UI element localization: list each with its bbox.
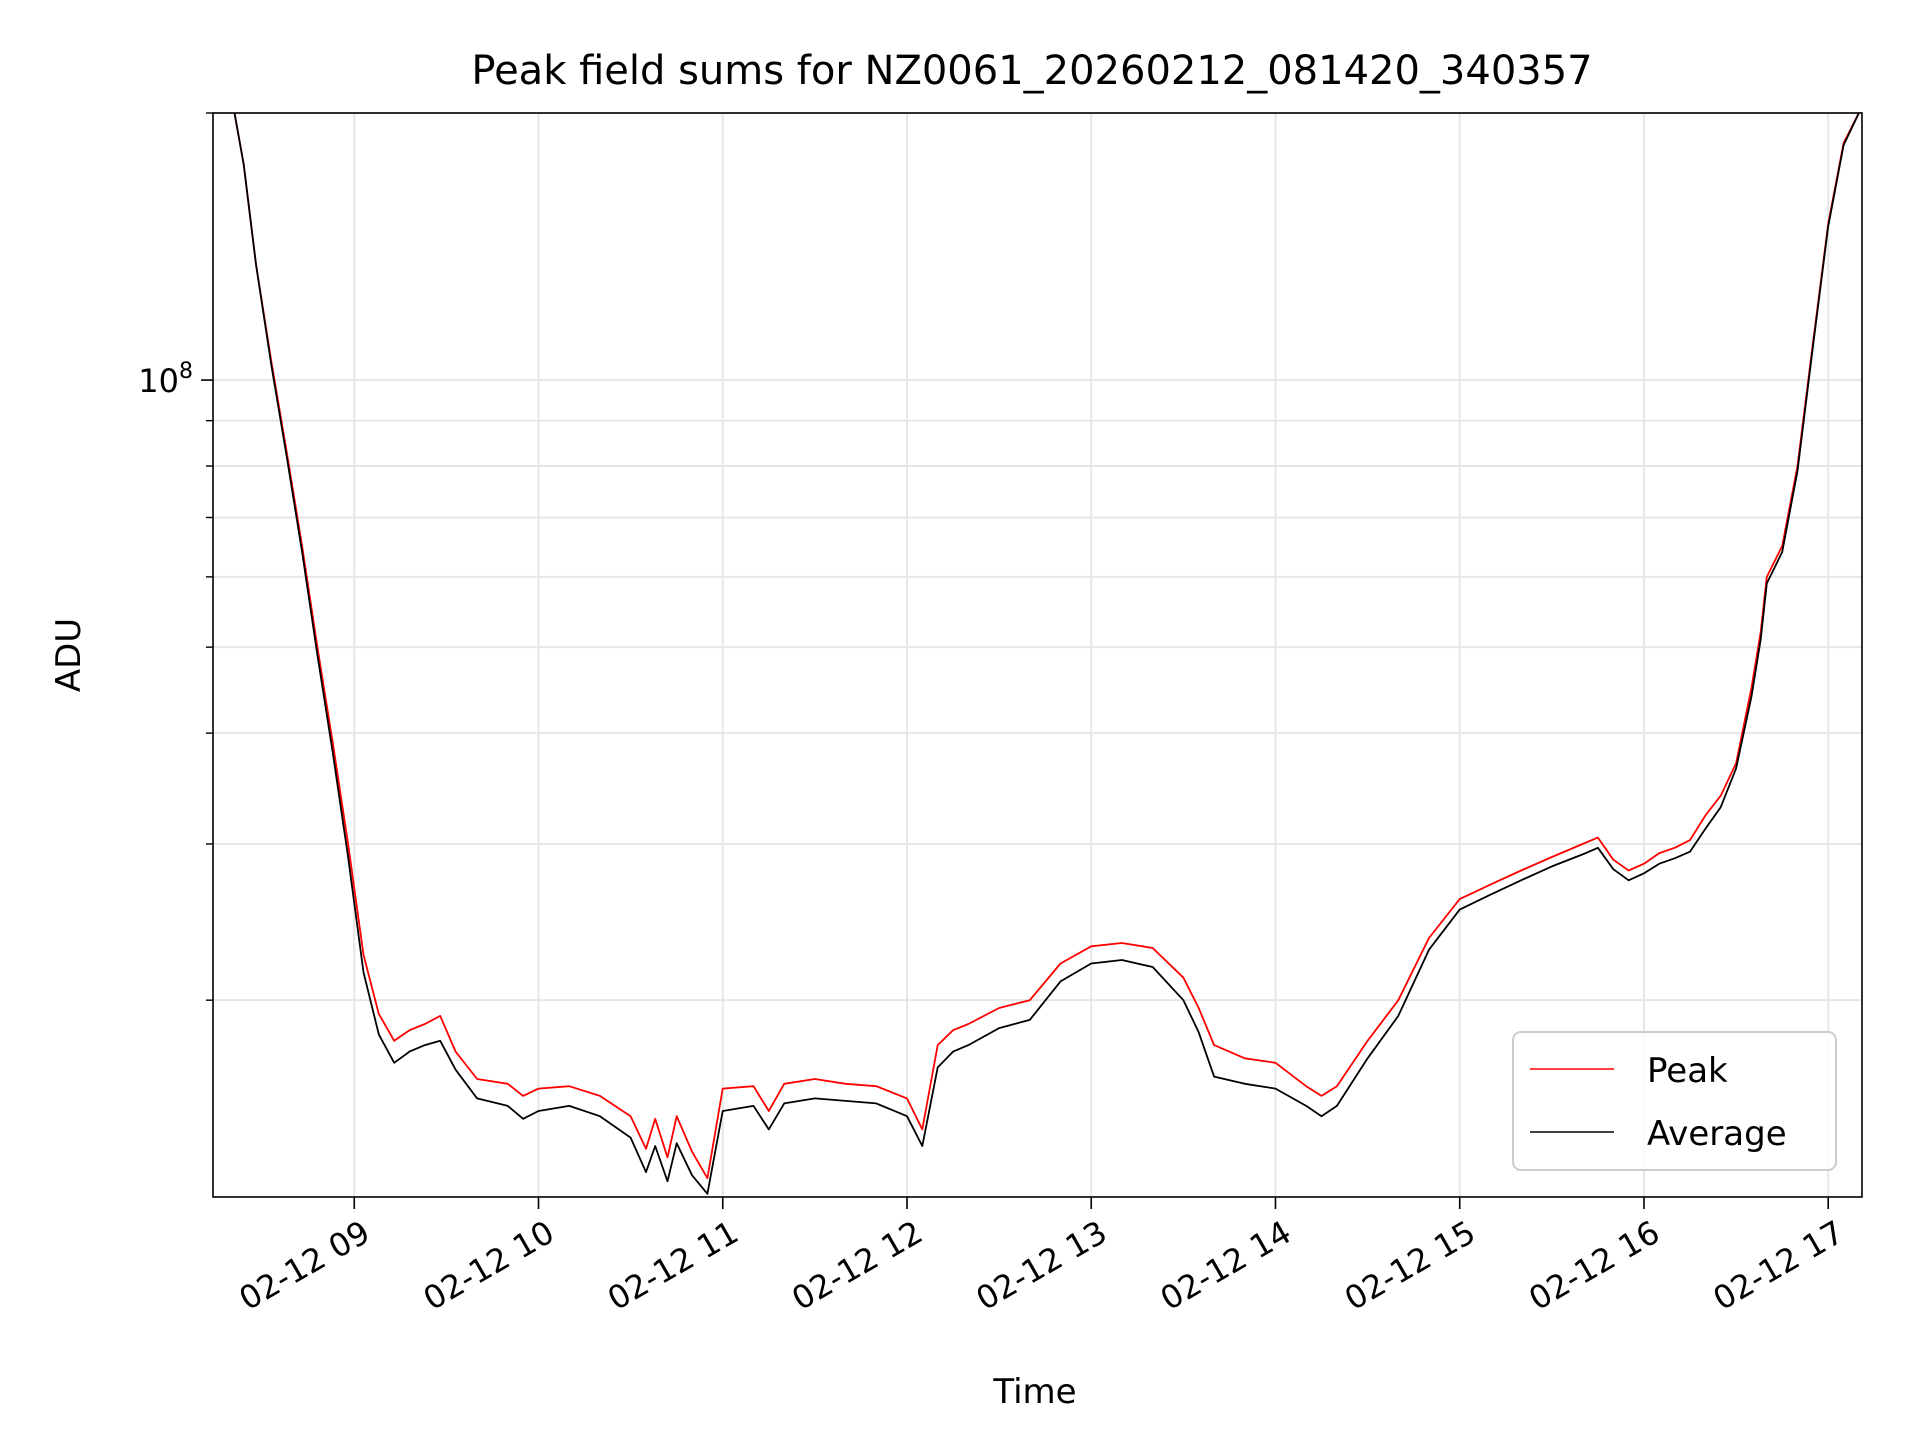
series-line-peak bbox=[233, 113, 1860, 1180]
x-axis-label: Time bbox=[992, 1372, 1076, 1412]
chart-title: Peak field sums for NZ0061_20260212_0814… bbox=[471, 48, 1592, 94]
plot-frame bbox=[212, 112, 1863, 1198]
y-tick-label: 108 bbox=[138, 359, 193, 400]
legend: Peak Average bbox=[1512, 1031, 1837, 1171]
axis-ticks bbox=[201, 112, 1830, 1209]
legend-label-average: Average bbox=[1647, 1114, 1787, 1154]
series-line-average bbox=[233, 113, 1860, 1195]
y-axis-label: ADU bbox=[49, 618, 89, 692]
legend-box bbox=[1512, 1031, 1837, 1171]
grid bbox=[213, 112, 1862, 1197]
plot-area bbox=[233, 113, 1860, 1195]
legend-label-peak: Peak bbox=[1647, 1051, 1728, 1091]
